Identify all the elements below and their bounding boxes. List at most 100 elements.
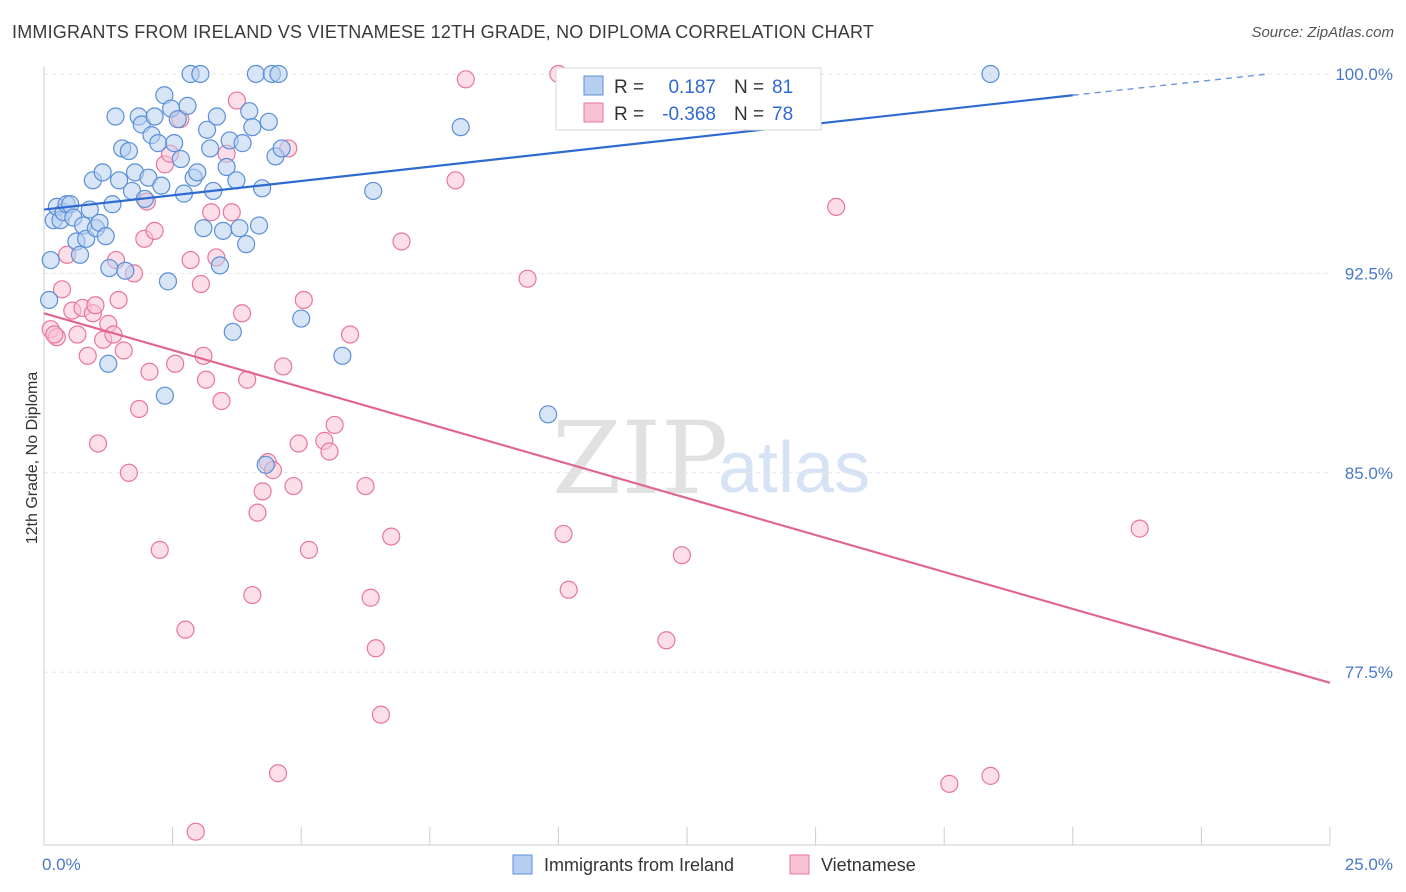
x-tick-label: 0.0% <box>42 855 81 874</box>
data-point <box>88 434 108 453</box>
vietnamese-legend-swatch <box>583 102 604 123</box>
y-tick-labels: 100.0% 92.5% 85.0% 77.5% <box>1335 65 1393 682</box>
data-point <box>227 171 246 190</box>
ireland-trend-line <box>43 94 1073 211</box>
y-tick-label: 85.0% <box>1345 464 1393 483</box>
data-point <box>152 176 171 195</box>
vietnamese-trend-line <box>43 312 1331 684</box>
y-tick-label: 100.0% <box>1335 65 1393 84</box>
data-point <box>52 280 72 299</box>
ireland-r-value: 0.187 <box>668 77 716 98</box>
data-point <box>145 107 164 126</box>
data-point <box>155 386 174 405</box>
data-point <box>268 764 288 783</box>
data-point <box>451 118 470 137</box>
watermark: ZIP atlas <box>552 400 870 517</box>
data-point <box>168 110 187 129</box>
vietnamese-r-value: -0.368 <box>662 104 716 125</box>
data-point <box>240 102 259 121</box>
data-point <box>382 527 401 546</box>
data-point <box>99 354 118 373</box>
data-point <box>191 274 210 294</box>
data-point <box>227 91 246 110</box>
data-point <box>294 290 313 310</box>
data-point <box>940 774 959 793</box>
data-point <box>981 64 1000 84</box>
data-point <box>210 256 230 275</box>
data-point <box>181 250 200 270</box>
data-point <box>249 216 269 235</box>
data-point <box>140 362 159 381</box>
bottom-legend-vietnamese-label: Vietnamese <box>821 855 916 875</box>
data-point <box>130 399 149 419</box>
data-point <box>186 822 205 841</box>
data-point <box>243 118 262 137</box>
vietnamese-points <box>41 64 1149 841</box>
data-point <box>253 179 272 198</box>
data-point <box>207 107 226 126</box>
data-point <box>93 163 112 182</box>
data-point <box>446 171 465 190</box>
data-point <box>213 221 233 240</box>
data-point <box>68 325 87 344</box>
data-point <box>116 261 135 280</box>
data-point <box>188 163 207 182</box>
data-point <box>217 157 236 177</box>
data-point <box>274 357 293 376</box>
data-point <box>223 322 242 341</box>
x-tick-labels: 0.0% 25.0% <box>42 855 1393 874</box>
ireland-r-label: R = <box>614 77 644 98</box>
data-point <box>554 524 573 544</box>
data-point <box>1130 519 1149 538</box>
ireland-legend-swatch <box>583 75 604 96</box>
x-tick-label: 25.0% <box>1345 855 1393 874</box>
data-point <box>222 203 241 222</box>
data-point <box>114 341 133 360</box>
ireland-trend-extension <box>1072 73 1269 96</box>
bottom-legend: Immigrants from Ireland Vietnamese <box>512 854 916 875</box>
data-point <box>78 346 97 365</box>
data-point <box>392 232 411 251</box>
data-point <box>145 221 164 240</box>
y-tick-label: 77.5% <box>1345 663 1393 682</box>
data-point <box>325 415 344 435</box>
data-point <box>657 631 676 650</box>
data-point <box>171 149 190 169</box>
data-point <box>456 70 475 89</box>
data-point <box>106 107 125 126</box>
watermark-zip: ZIP <box>552 400 728 517</box>
y-tick-label: 92.5% <box>1345 264 1393 283</box>
data-point <box>366 639 385 658</box>
data-point <box>100 258 119 278</box>
data-point <box>981 766 1000 785</box>
data-point <box>178 96 197 115</box>
data-point <box>356 476 375 496</box>
data-point <box>149 134 168 153</box>
data-point <box>110 171 129 190</box>
data-point <box>364 181 383 201</box>
data-point <box>158 272 178 291</box>
data-point <box>232 304 252 323</box>
data-point <box>212 391 231 411</box>
data-point <box>371 705 391 724</box>
data-point <box>340 325 360 344</box>
data-point <box>269 64 288 84</box>
data-point <box>191 64 210 84</box>
data-point <box>230 219 249 238</box>
data-point <box>253 482 272 501</box>
data-point <box>96 227 115 246</box>
chart-title: IMMIGRANTS FROM IRELAND VS VIETNAMESE 12… <box>12 22 875 42</box>
vietnamese-r-label: R = <box>614 104 644 125</box>
data-point <box>539 405 558 424</box>
data-point <box>150 540 169 559</box>
data-point <box>272 139 291 158</box>
vietnamese-n-label: N = <box>734 104 764 125</box>
trend-lines <box>43 73 1331 684</box>
data-point <box>70 245 90 264</box>
data-point <box>361 588 380 607</box>
data-point <box>40 290 59 310</box>
chart-source: Source: ZipAtlas.com <box>1251 24 1394 41</box>
data-point <box>119 463 138 482</box>
data-point <box>109 290 128 310</box>
